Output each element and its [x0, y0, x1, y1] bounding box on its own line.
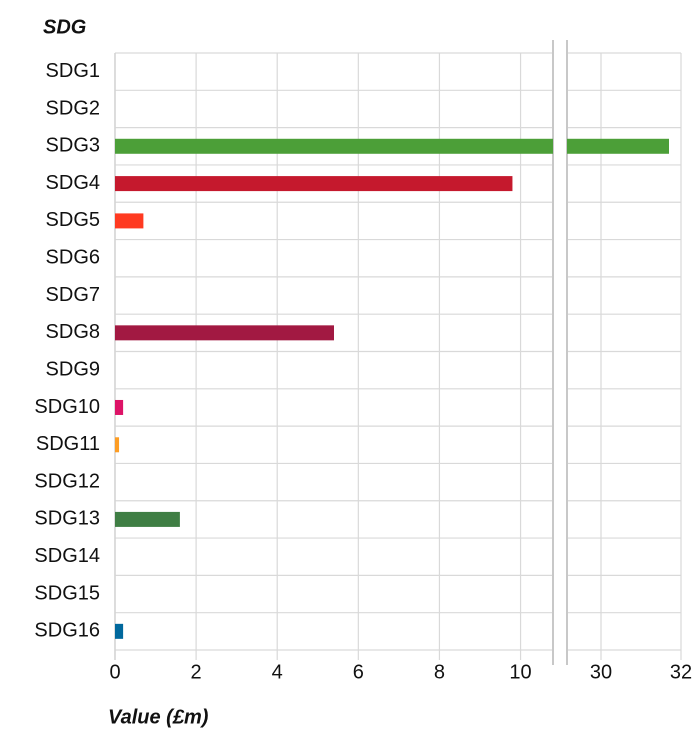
bar: [115, 437, 120, 453]
y-tick-label: SDG9: [46, 358, 100, 380]
x-tick-label: 32: [670, 661, 692, 683]
x-tick-label: 6: [353, 661, 364, 683]
y-tick-label: SDG6: [46, 247, 100, 269]
x-tick-label: 2: [191, 661, 202, 683]
y-tick-label: SDG10: [34, 396, 100, 418]
bar: [115, 176, 513, 192]
x-tick-label: 0: [109, 661, 120, 683]
bar: [115, 623, 124, 639]
x-tick-label: 8: [434, 661, 445, 683]
x-axis-label: Value (£m): [108, 706, 209, 728]
y-tick-label: SDG15: [34, 582, 100, 604]
y-tick-label: SDG3: [46, 135, 100, 157]
bar: [115, 213, 144, 229]
y-tick-label: SDG12: [34, 470, 100, 492]
bar: [115, 399, 124, 415]
y-tick-label: SDG11: [36, 433, 100, 455]
y-axis-title: SDG: [43, 16, 86, 38]
y-tick-label: SDG1: [46, 60, 100, 82]
x-tick-label: 4: [272, 661, 283, 683]
bar: [115, 325, 334, 341]
bar: [115, 511, 180, 527]
y-tick-label: SDG7: [46, 284, 100, 306]
y-tick-label: SDG2: [46, 97, 100, 119]
x-tick-label: 10: [509, 661, 531, 683]
bar: [567, 138, 669, 154]
y-tick-label: SDG8: [46, 321, 100, 343]
x-tick-label: 30: [590, 661, 612, 683]
bar: [115, 138, 553, 154]
y-tick-label: SDG14: [34, 545, 100, 567]
y-tick-label: SDG13: [34, 508, 100, 530]
y-tick-label: SDG5: [46, 209, 100, 231]
y-tick-label: SDG4: [46, 172, 100, 194]
y-tick-label: SDG16: [34, 620, 100, 642]
